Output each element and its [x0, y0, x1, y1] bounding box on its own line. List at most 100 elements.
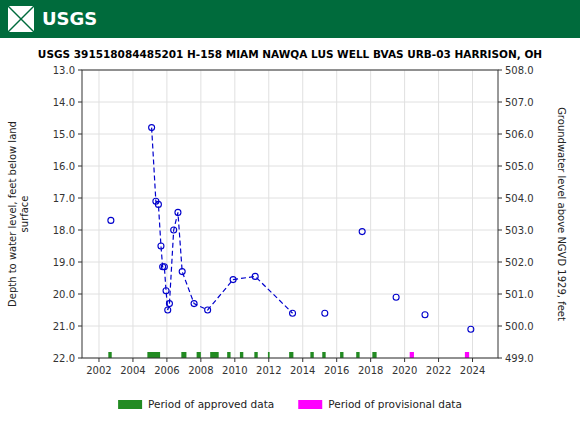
x-tick: [98, 358, 99, 362]
logo-line: [8, 6, 34, 32]
period-bar: [197, 352, 201, 358]
period-bar: [410, 352, 414, 358]
x-tick-label: 2020: [392, 365, 417, 376]
period-bar: [372, 352, 376, 358]
grid-line: [370, 70, 371, 358]
period-bar: [289, 352, 293, 358]
grid-line: [82, 102, 498, 103]
y2-tick: [498, 198, 502, 199]
y-tick-label: 22.0: [53, 353, 75, 364]
x-tick: [370, 358, 371, 362]
y-tick: [78, 102, 82, 103]
y-tick: [78, 262, 82, 263]
plot-frame: [82, 70, 498, 358]
x-tick: [268, 358, 269, 362]
x-tick: [404, 358, 405, 362]
point: [359, 229, 365, 235]
y-tick-label: 14.0: [53, 97, 75, 108]
data-group: [108, 125, 474, 358]
period-bar: [465, 352, 469, 358]
y-tick-label: 15.0: [53, 129, 75, 140]
x-tick-label: 2010: [222, 365, 247, 376]
y2-tick: [498, 230, 502, 231]
y-tick-label: 19.0: [53, 257, 75, 268]
grid: [82, 70, 498, 358]
y2-tick-label: 504.0: [505, 193, 534, 204]
period-bar: [210, 352, 218, 358]
x-tick: [472, 358, 473, 362]
y2-tick: [498, 294, 502, 295]
period-bar: [108, 352, 111, 358]
y-tick: [78, 326, 82, 327]
y-tick-label: 16.0: [53, 161, 75, 172]
grid-line: [200, 70, 201, 358]
grid-line: [336, 70, 337, 358]
period-bar: [227, 352, 230, 358]
grid-line: [132, 70, 133, 358]
x-tick-label: 2002: [86, 365, 111, 376]
x-tick-label: 2004: [120, 365, 145, 376]
y-tick: [78, 358, 82, 359]
legend: Period of approved dataPeriod of provisi…: [118, 398, 462, 410]
legend-swatch: [298, 400, 322, 409]
x-tick: [234, 358, 235, 362]
line: [152, 128, 293, 314]
y2-tick: [498, 326, 502, 327]
point: [468, 326, 474, 332]
y-tick: [78, 166, 82, 167]
logo-line: [8, 6, 34, 32]
period-bar: [254, 352, 257, 358]
y2-axis-label: Groundwater level above NGVD 1929, feet: [556, 107, 567, 321]
y-axis-label-line: Depth to water level, feet below land: [7, 121, 18, 307]
legend-label: Period of provisional data: [328, 398, 462, 410]
y-tick: [78, 198, 82, 199]
x-tick: [302, 358, 303, 362]
y2-tick-label: 499.0: [505, 353, 534, 364]
y-axis-label-line: surface: [19, 196, 30, 233]
x-tick-label: 2022: [426, 365, 451, 376]
y-tick: [78, 134, 82, 135]
y2-tick: [498, 166, 502, 167]
y-tick-label: 18.0: [53, 225, 75, 236]
y2-tick-label: 503.0: [505, 225, 534, 236]
header-text: USGS: [42, 8, 97, 29]
x-tick: [200, 358, 201, 362]
legend-swatch: [118, 400, 142, 409]
grid-line: [82, 294, 498, 295]
x-tick-label: 2012: [256, 365, 281, 376]
grid-line: [302, 70, 303, 358]
y-tick-label: 17.0: [53, 193, 75, 204]
x-tick: [166, 358, 167, 362]
grid-line: [82, 262, 498, 263]
point: [108, 217, 114, 223]
x-tick-label: 2006: [154, 365, 179, 376]
grid-line: [268, 70, 269, 358]
point: [179, 269, 185, 275]
grid-line: [82, 134, 498, 135]
grid-line: [82, 230, 498, 231]
grid-line: [82, 326, 498, 327]
x-tick: [336, 358, 337, 362]
y2-tick: [498, 262, 502, 263]
period-bar: [322, 352, 325, 358]
header-bar: [0, 0, 580, 38]
title: USGS 391518084485201 H-158 MIAM NAWQA LU…: [38, 48, 542, 60]
y-tick-label: 13.0: [53, 65, 75, 76]
y2-tick-label: 506.0: [505, 129, 534, 140]
y2-tick-label: 500.0: [505, 321, 534, 332]
y2-tick: [498, 102, 502, 103]
point: [422, 312, 428, 318]
grid-line: [98, 70, 99, 358]
period-bar: [310, 352, 313, 358]
y2-tick-label: 502.0: [505, 257, 534, 268]
point: [322, 310, 328, 316]
y-tick: [78, 70, 82, 71]
x-tick-label: 2014: [290, 365, 315, 376]
grid-line: [438, 70, 439, 358]
grid-line: [404, 70, 405, 358]
x-tick: [132, 358, 133, 362]
x-tick-label: 2024: [460, 365, 485, 376]
grid-line: [472, 70, 473, 358]
period-bar: [181, 352, 186, 358]
y-tick: [78, 230, 82, 231]
